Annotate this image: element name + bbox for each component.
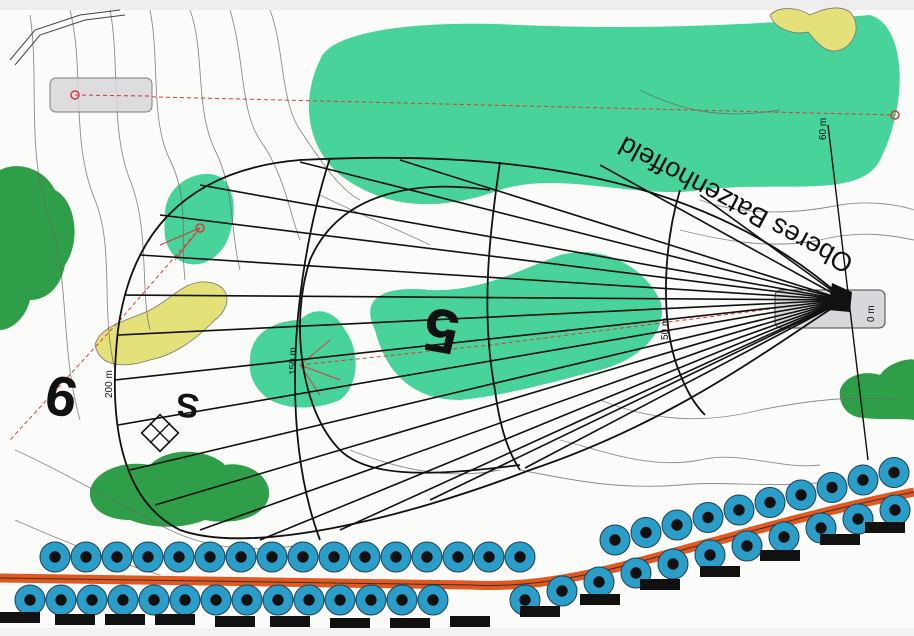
tree-icon: [879, 494, 911, 526]
tree-icon: [107, 584, 139, 616]
fairway-areas: [164, 15, 900, 408]
marker-point: [890, 110, 900, 120]
tree-icon: [70, 541, 102, 573]
marker-point: [195, 223, 205, 233]
post-marker: [760, 550, 800, 561]
tree-icon: [14, 584, 46, 616]
hole-pin-icon: [828, 283, 852, 312]
top-edge: [0, 0, 914, 10]
arc-150: [299, 185, 521, 474]
tree-icon: [39, 541, 71, 573]
post-markers: [0, 522, 905, 629]
tree-icon: [878, 457, 910, 488]
tree-icon: [657, 548, 689, 580]
tree-icon: [318, 541, 350, 573]
distance-rays: [114, 159, 846, 541]
fairway-middle: [370, 252, 662, 400]
tree-icon: [169, 584, 201, 616]
tree-icon: [101, 541, 133, 573]
post-marker: [155, 614, 195, 625]
bunker-top-right: [769, 7, 857, 52]
s-marker: [140, 413, 180, 453]
bunker-left: [94, 281, 228, 366]
post-marker: [330, 618, 370, 629]
post-marker: [640, 579, 680, 590]
tree-icon: [731, 530, 763, 562]
tree-icon: [200, 584, 232, 616]
post-marker: [0, 612, 40, 623]
post-marker: [215, 616, 255, 627]
tree-icon: [411, 541, 443, 573]
tree-icon: [45, 584, 77, 616]
tree-icon: [324, 584, 356, 616]
post-marker: [450, 616, 490, 627]
post-marker: [700, 566, 740, 577]
tree-icon: [380, 541, 412, 573]
distance-arcs: [113, 156, 846, 541]
tree-icon: [599, 524, 631, 556]
tree-icon: [355, 584, 387, 616]
arc-100: [486, 161, 521, 471]
tree-icon: [723, 494, 755, 526]
measure-line: [827, 124, 869, 461]
post-marker: [270, 616, 310, 627]
tree-icon: [504, 541, 536, 573]
tree-rows: [14, 457, 911, 616]
distance-label-60: 60 m: [818, 118, 829, 140]
tree-icon: [194, 541, 226, 573]
bunker-areas: [94, 7, 857, 366]
tree-icon: [583, 566, 615, 598]
tree-icon: [768, 521, 800, 553]
s-label: S: [175, 385, 201, 425]
tree-icon: [442, 541, 474, 573]
tree-icon: [132, 541, 164, 573]
tree-icon: [262, 584, 294, 616]
contour-lines: [14, 9, 914, 576]
arc-50: [665, 189, 706, 416]
tree-icon: [546, 575, 578, 607]
tree-icon: [287, 541, 319, 573]
tree-icon: [473, 541, 505, 573]
marker-box: [49, 77, 153, 113]
tree-icon: [256, 541, 288, 573]
tree-icon: [847, 464, 879, 496]
post-marker: [105, 614, 145, 625]
outer-fan: [113, 156, 846, 540]
post-marker: [520, 606, 560, 617]
post-marker: [820, 534, 860, 545]
tree-icon: [417, 584, 449, 616]
distance-label-200: 200 m: [104, 370, 115, 398]
tree-icon: [692, 502, 724, 533]
bottom-edge: [0, 628, 914, 636]
tree-icon: [225, 541, 257, 573]
forest-areas: [0, 166, 914, 527]
tree-icon: [630, 517, 662, 548]
arc-200: [294, 157, 331, 541]
tree-icon: [231, 584, 263, 616]
edge-lines: [9, 9, 126, 66]
distance-label-50: 50 m: [660, 318, 671, 340]
distance-label-0: 0 m: [866, 305, 877, 322]
forest-bottom-left: [89, 451, 270, 527]
post-marker: [865, 522, 905, 533]
post-marker: [580, 594, 620, 605]
tree-icon: [785, 479, 817, 511]
forest-left-edge: [0, 166, 75, 330]
tree-icon: [754, 487, 786, 518]
tree-icon: [694, 539, 726, 571]
tree-icon: [349, 541, 381, 573]
tree-icon: [76, 584, 108, 616]
tree-icon: [816, 472, 848, 503]
fairway-top: [308, 15, 900, 205]
tree-icon: [163, 541, 195, 573]
post-marker: [55, 614, 95, 625]
tree-icon: [661, 509, 693, 541]
tree-icon: [138, 584, 170, 616]
tree-icon: [386, 584, 418, 616]
distance-label-150: 150 m: [288, 347, 299, 375]
tree-icon: [293, 584, 325, 616]
post-marker: [390, 618, 430, 629]
